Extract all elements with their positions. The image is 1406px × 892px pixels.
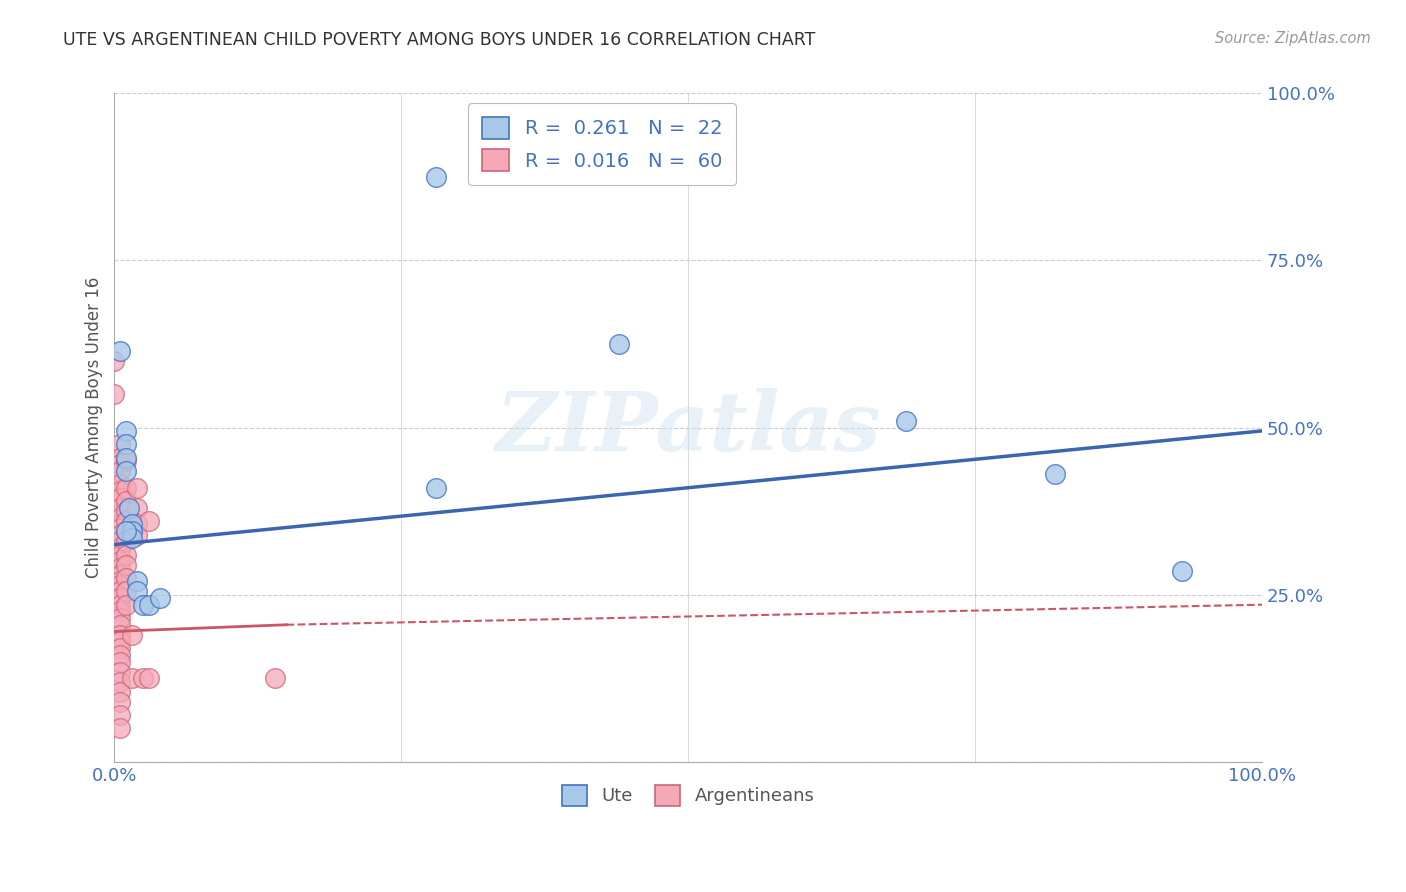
Point bbox=[138, 514, 160, 528]
Point bbox=[108, 641, 131, 656]
Point bbox=[115, 598, 138, 612]
Point bbox=[108, 548, 131, 562]
Point bbox=[1045, 467, 1067, 482]
Point bbox=[115, 437, 138, 451]
Point bbox=[108, 477, 131, 491]
Point bbox=[108, 684, 131, 698]
Point bbox=[108, 491, 131, 505]
Point bbox=[127, 500, 149, 515]
Point bbox=[108, 708, 131, 723]
Point bbox=[121, 531, 143, 545]
Point bbox=[108, 722, 131, 736]
Point bbox=[103, 353, 125, 368]
Point bbox=[115, 571, 138, 585]
Point bbox=[108, 617, 131, 632]
Point bbox=[607, 337, 630, 351]
Point bbox=[115, 450, 138, 465]
Point bbox=[896, 414, 918, 428]
Point bbox=[118, 500, 141, 515]
Point bbox=[108, 527, 131, 541]
Point bbox=[108, 574, 131, 589]
Point bbox=[108, 655, 131, 669]
Point bbox=[138, 671, 160, 685]
Point bbox=[115, 584, 138, 599]
Point bbox=[115, 534, 138, 549]
Point bbox=[121, 628, 143, 642]
Point bbox=[132, 671, 155, 685]
Point bbox=[127, 481, 149, 495]
Point bbox=[108, 521, 131, 535]
Point bbox=[115, 548, 138, 562]
Point bbox=[115, 524, 138, 538]
Point bbox=[108, 598, 131, 612]
Point bbox=[425, 481, 447, 495]
Point bbox=[108, 634, 131, 648]
Point bbox=[121, 671, 143, 685]
Point bbox=[108, 343, 131, 358]
Point bbox=[115, 454, 138, 468]
Point bbox=[264, 671, 287, 685]
Point bbox=[108, 458, 131, 472]
Point bbox=[108, 450, 131, 465]
Point bbox=[108, 561, 131, 575]
Point bbox=[103, 387, 125, 401]
Point bbox=[676, 143, 699, 157]
Legend: Ute, Argentineans: Ute, Argentineans bbox=[555, 778, 821, 813]
Point bbox=[132, 598, 155, 612]
Point bbox=[108, 674, 131, 689]
Point bbox=[108, 534, 131, 549]
Point bbox=[121, 524, 143, 538]
Y-axis label: Child Poverty Among Boys Under 16: Child Poverty Among Boys Under 16 bbox=[86, 277, 103, 578]
Point bbox=[115, 504, 138, 518]
Point bbox=[127, 584, 149, 599]
Point bbox=[108, 577, 131, 591]
Point bbox=[108, 464, 131, 478]
Point bbox=[127, 527, 149, 541]
Point bbox=[108, 567, 131, 582]
Text: UTE VS ARGENTINEAN CHILD POVERTY AMONG BOYS UNDER 16 CORRELATION CHART: UTE VS ARGENTINEAN CHILD POVERTY AMONG B… bbox=[63, 31, 815, 49]
Point bbox=[108, 554, 131, 568]
Point bbox=[108, 611, 131, 625]
Point bbox=[108, 648, 131, 662]
Point bbox=[127, 517, 149, 532]
Point bbox=[121, 517, 143, 532]
Text: ZIPatlas: ZIPatlas bbox=[495, 387, 882, 467]
Point bbox=[127, 574, 149, 589]
Text: Source: ZipAtlas.com: Source: ZipAtlas.com bbox=[1215, 31, 1371, 46]
Point bbox=[108, 584, 131, 599]
Point bbox=[108, 510, 131, 524]
Point bbox=[115, 524, 138, 538]
Point bbox=[115, 424, 138, 438]
Point bbox=[425, 169, 447, 184]
Point bbox=[149, 591, 172, 605]
Point bbox=[108, 541, 131, 555]
Point bbox=[108, 665, 131, 679]
Point bbox=[108, 437, 131, 451]
Point bbox=[108, 695, 131, 709]
Point bbox=[108, 500, 131, 515]
Point bbox=[108, 484, 131, 499]
Point bbox=[108, 591, 131, 605]
Point bbox=[115, 514, 138, 528]
Point bbox=[115, 494, 138, 508]
Point bbox=[108, 628, 131, 642]
Point bbox=[115, 481, 138, 495]
Point bbox=[1170, 564, 1192, 578]
Point bbox=[138, 598, 160, 612]
Point bbox=[108, 604, 131, 618]
Point bbox=[115, 558, 138, 572]
Point bbox=[115, 464, 138, 478]
